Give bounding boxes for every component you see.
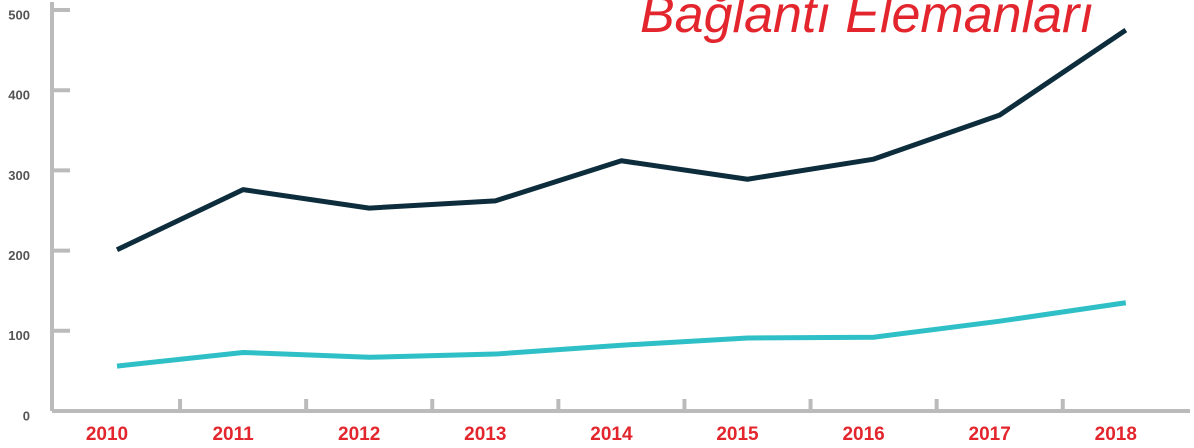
y-tick-label: 500 — [8, 7, 30, 22]
series-line — [116, 300, 1127, 369]
y-tick-label: 100 — [8, 328, 30, 343]
x-tick-label: 2016 — [842, 424, 884, 445]
x-tick-label: 2011 — [212, 424, 254, 445]
y-tick-label: 200 — [8, 248, 30, 263]
x-tick-label: 2018 — [1095, 424, 1137, 445]
x-tick-label: 2014 — [590, 424, 633, 445]
x-tick-label: 2012 — [338, 424, 380, 445]
y-tick-label: 300 — [8, 168, 30, 183]
y-tick-label: 400 — [8, 88, 30, 103]
x-tick-label: 2015 — [716, 424, 759, 445]
series-line — [115, 27, 1128, 253]
y-tick-label: 0 — [23, 408, 30, 423]
x-tick-label: 2010 — [86, 424, 128, 445]
x-tick-label: 2017 — [969, 424, 1011, 445]
x-tick-label: 2013 — [464, 424, 506, 445]
chart-title: Bağlantı Elemanları — [640, 0, 1094, 44]
